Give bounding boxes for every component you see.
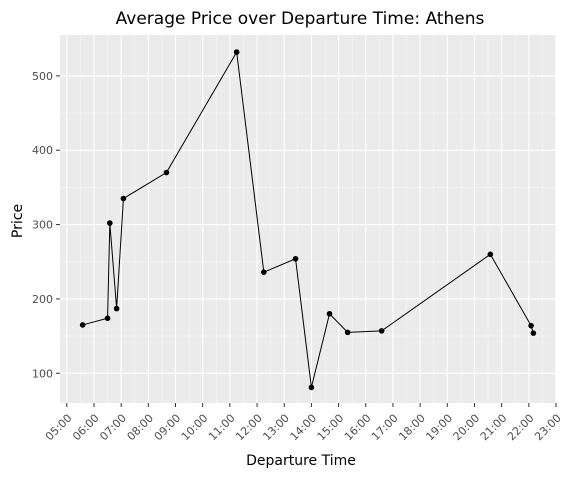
data-point (530, 330, 537, 336)
data-point (378, 328, 385, 334)
x-tick-label: 09:00 (152, 412, 184, 444)
x-tick-label: 22:00 (505, 412, 537, 444)
data-point (326, 310, 333, 317)
x-tick-label: 21:00 (478, 412, 510, 444)
data-point (528, 322, 534, 329)
y-axis-title: Price (10, 204, 26, 238)
data-point (163, 169, 170, 176)
data-point (487, 251, 494, 258)
data-point (104, 315, 111, 322)
x-tick-label: 05:00 (43, 412, 75, 444)
data-point (292, 255, 299, 262)
x-axis-title: Departure Time (246, 453, 356, 469)
series-group (79, 49, 537, 391)
plot-panel (60, 35, 556, 403)
chart-title: Average Price over Departure Time: Athen… (116, 9, 485, 29)
data-point (79, 322, 86, 328)
data-point (107, 220, 113, 226)
x-tick-label: 07:00 (97, 412, 129, 444)
x-tick-label: 08:00 (124, 412, 156, 444)
x-tick-label: 13:00 (260, 412, 292, 444)
data-point (344, 329, 351, 336)
data-point (308, 384, 315, 391)
data-point (233, 49, 240, 55)
y-tick-label: 200 (32, 293, 53, 306)
x-tick-label: 20:00 (451, 412, 483, 444)
x-tick-label: 11:00 (206, 412, 238, 444)
y-axis: 100 200 300 400 500 (32, 70, 60, 380)
y-tick-label: 400 (32, 144, 53, 157)
x-tick-label: 14:00 (288, 412, 320, 444)
major-grid (60, 35, 557, 403)
x-tick-label: 10:00 (179, 412, 211, 444)
x-tick-label: 12:00 (233, 412, 265, 444)
data-point (261, 269, 267, 275)
x-tick-label: 18:00 (396, 412, 428, 444)
x-tick-label: 17:00 (369, 412, 401, 444)
x-tick-label: 16:00 (342, 412, 374, 444)
minor-grid (60, 35, 556, 403)
x-tick-label: 19:00 (423, 412, 455, 444)
x-tick-label: 15:00 (315, 412, 347, 444)
x-tick-label: 06:00 (70, 412, 102, 444)
data-point (113, 305, 120, 312)
x-tick-label: 23:00 (532, 412, 564, 444)
x-axis: 05:0006:0007:0008:0009:0010:0011:0012:00… (43, 403, 564, 443)
series-line (82, 50, 534, 388)
y-tick-label: 100 (32, 367, 53, 380)
data-point (120, 195, 127, 202)
y-tick-label: 300 (32, 219, 53, 232)
y-tick-label: 500 (32, 70, 53, 83)
